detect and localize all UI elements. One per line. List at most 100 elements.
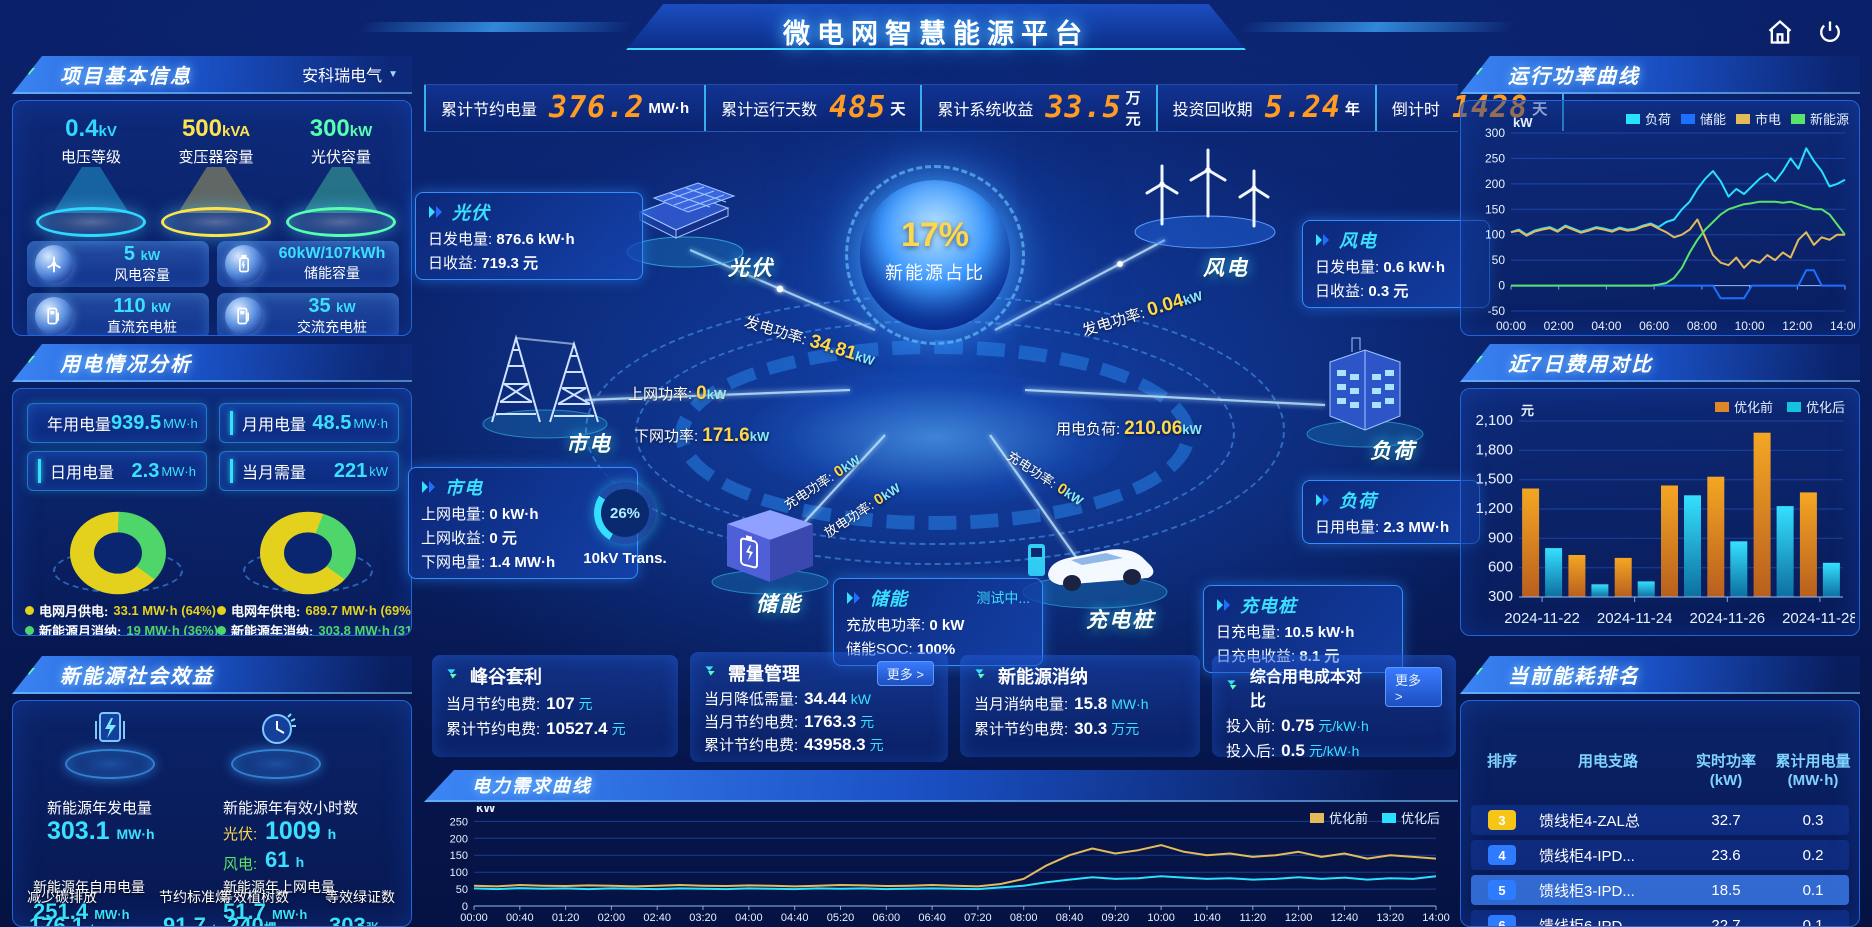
rank-badge: 6: [1488, 915, 1516, 926]
company-selector[interactable]: 安科瑞电气 ▼: [302, 62, 398, 86]
cost-compare-panel: 近7日费用对比 优化前 优化后 2,100 1,800 1,500 1,200 900 6…: [1460, 344, 1860, 636]
more-button[interactable]: 更多 >: [1385, 667, 1442, 707]
col-header-branch: 用电支路: [1577, 753, 1638, 770]
legend-item[interactable]: 储能: [1680, 109, 1726, 128]
legend-item[interactable]: 优化前: [1714, 397, 1773, 416]
home-button[interactable]: [1762, 14, 1798, 50]
pv-node-icon[interactable]: [610, 160, 760, 270]
project-info-header: 项目基本信息 安科瑞电气 ▼: [12, 56, 412, 94]
renewable-share-sphere: 17% 新能源占比: [860, 180, 1010, 330]
svg-text:02:00: 02:00: [598, 912, 626, 924]
demand-mgmt-card: 需量管理 更多 > 当月降低需量: 34.44 kW 当月节约电费: 1763.3 元 累…: [690, 652, 948, 762]
svg-text:14:00: 14:00: [1830, 319, 1855, 333]
grid-node-icon[interactable]: [470, 310, 620, 440]
legend-dot: [25, 606, 34, 615]
kpi-label: 累计运行天数: [721, 102, 818, 119]
svg-text:04:00: 04:00: [735, 912, 763, 924]
kpi-value: 485: [829, 90, 887, 125]
legend-item[interactable]: 负荷: [1625, 109, 1671, 128]
legend-renewable-year: 新能源年消纳:303.8 MW·h (31%): [217, 621, 411, 635]
transformer-percent: 26%: [609, 504, 641, 522]
svg-text:08:00: 08:00: [1687, 319, 1717, 333]
legend-item[interactable]: 优化前: [1309, 808, 1368, 827]
panel-corner-icon: [1469, 61, 1483, 75]
svg-text:10:00: 10:00: [1735, 319, 1765, 333]
load-node-icon[interactable]: [1300, 320, 1430, 450]
legend-dot: [217, 626, 226, 635]
panel-title: 新能源社会效益: [60, 665, 214, 688]
feedin-value: 51.7 MW·h: [223, 899, 308, 924]
pedestal-transformer: 500kVA 变压器容量: [156, 115, 276, 237]
kpi-label: 累计节约电量: [441, 102, 538, 119]
capacity-value: 110 kW: [113, 295, 171, 317]
project-info-body: 0.4kV 电压等级 500kVA 变压器容量 300kW 光伏容量 5 kW 风: [12, 100, 412, 336]
hours-label: 新能源年有效小时数: [223, 800, 359, 817]
legend-item[interactable]: 市电: [1735, 109, 1781, 128]
card-corner-icon: [447, 669, 457, 679]
kpi-label: 累计系统收益: [937, 102, 1034, 119]
power-icon: [1820, 21, 1840, 43]
run-power-chart: 300 250 200 150 100 50 0 -50 kW 00:00 02:00 04:00 06…: [1485, 115, 1855, 333]
kpi-unit: 年: [1344, 100, 1360, 118]
pile-node-icon[interactable]: [1010, 500, 1180, 610]
hours-clock-icon: [262, 713, 296, 744]
table-row[interactable]: 3 馈线柜4-ZAL总 32.7 0.3: [1471, 805, 1849, 835]
legend-item[interactable]: 优化后: [1786, 397, 1845, 416]
charger-icon: [35, 297, 73, 335]
kpi-value: 376.2: [549, 90, 645, 125]
cert-value: 303张: [329, 913, 379, 927]
legend-swatch: [1735, 113, 1750, 124]
kpi-saved-energy: 累计节约电量 376.2 MW·h: [424, 85, 704, 131]
legend-swatch: [1680, 113, 1695, 124]
storage-node-icon[interactable]: [705, 490, 835, 595]
company-name: 安科瑞电气: [302, 68, 383, 85]
cost-compare-header: 近7日费用对比: [1460, 344, 1860, 382]
power-usage-header: 用电情况分析: [12, 344, 412, 382]
power-value: 32.7: [1711, 811, 1741, 829]
month-energy-donut: [70, 511, 166, 595]
flow-load-use: 用电负荷: 210.06kW: [1056, 418, 1202, 439]
svg-text:100: 100: [1485, 228, 1505, 242]
node-label-storage: 储能: [756, 593, 802, 616]
panel-title: 用电情况分析: [60, 353, 192, 376]
legend-dot: [217, 606, 226, 615]
capacity-value: 5 kW: [123, 243, 161, 265]
power-button[interactable]: [1812, 14, 1848, 50]
legend-item[interactable]: 新能源: [1790, 109, 1849, 128]
load-info-box: 负荷 日用电量: 2.3 MW·h: [1302, 480, 1480, 544]
table-row[interactable]: 4 馈线柜4-IPD... 23.6 0.2: [1471, 840, 1849, 870]
svg-text:50: 50: [1492, 253, 1506, 267]
cost-compare-card: 综合用电成本对比 更多 > 投入前: 0.75 元/kW·h 投入后: 0.5 元/kW·…: [1212, 655, 1456, 760]
demand-chart: 250 200 150 100 50 0 kW 00:00 00:40 01:20 02:00 02:…: [450, 806, 1450, 924]
more-button[interactable]: 更多 >: [876, 660, 934, 686]
cert-label: 等效绿证数: [325, 889, 395, 905]
self-use-value: 251.4 MW·h: [33, 899, 130, 924]
table-row[interactable]: 5 馈线柜3-IPD... 18.5 0.1: [1471, 875, 1849, 905]
svg-text:00:40: 00:40: [506, 912, 534, 924]
svg-text:200: 200: [1485, 177, 1505, 191]
cost-compare-chart: 2,100 1,800 1,500 1,200 900 600 300 元 2024-11-22…: [1475, 403, 1855, 627]
capacity-value: 35 kW: [308, 295, 356, 317]
transformer-gauge: 26%: [594, 482, 656, 544]
svg-text:0: 0: [462, 901, 468, 913]
svg-text:300: 300: [1488, 588, 1513, 605]
svg-text:kW: kW: [1513, 115, 1533, 130]
legend-item[interactable]: 优化后: [1381, 808, 1440, 827]
panel-title: 当前能耗排名: [1508, 665, 1640, 688]
card-corner-icon: [705, 666, 715, 676]
table-row[interactable]: 6 馈线柜6-IPD 22.7 0.1: [1471, 910, 1849, 926]
svg-text:100: 100: [450, 867, 468, 879]
kpi-unit: 万元: [1125, 90, 1141, 128]
svg-text:250: 250: [450, 816, 468, 828]
run-power-header: 运行功率曲线: [1460, 56, 1860, 94]
testing-badge: 测试中...: [976, 590, 1030, 606]
self-use-label: 新能源年自用电量: [33, 879, 145, 895]
svg-text:250: 250: [1485, 151, 1505, 165]
wind-node-icon[interactable]: [1120, 120, 1290, 250]
wind-hours: 风电:: [223, 856, 258, 873]
svg-text:04:00: 04:00: [1591, 319, 1621, 333]
legend-dot: [25, 626, 34, 635]
energy-ranking-body: 排序 用电支路 实时功率 (kW) 累计用电量 (MW·h) 3 馈线柜4-ZAL总…: [1460, 700, 1860, 927]
renewable-percent: 17%: [900, 216, 970, 254]
